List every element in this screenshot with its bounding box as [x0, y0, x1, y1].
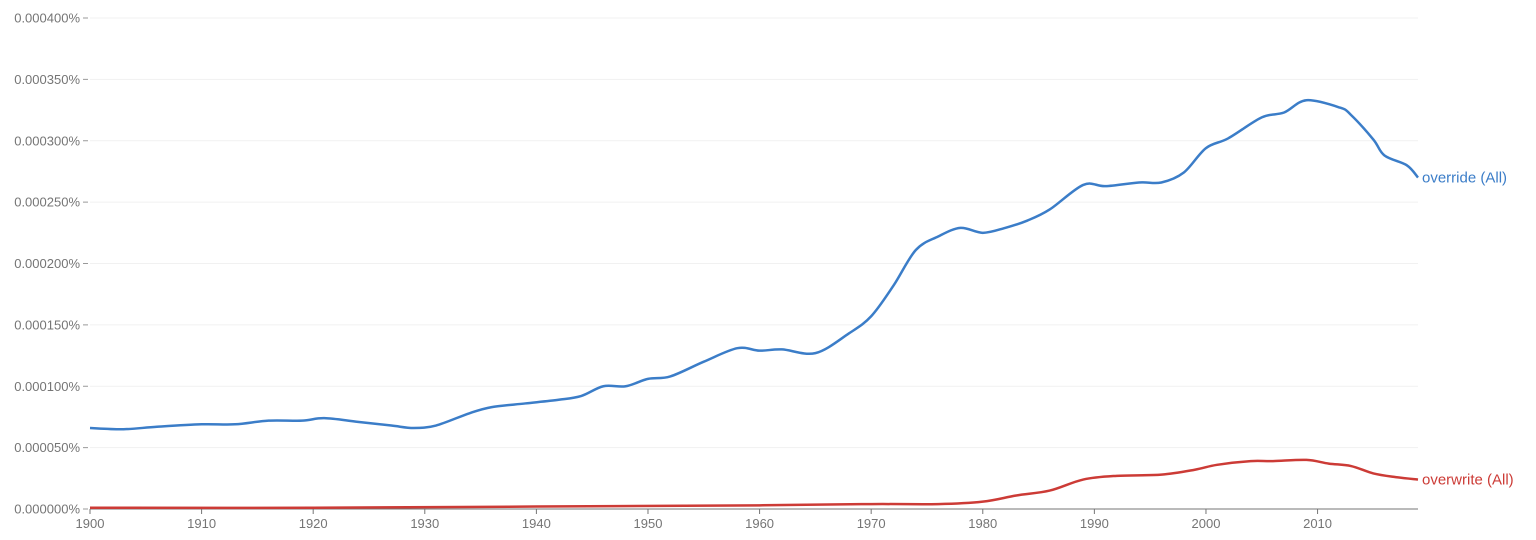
x-tick-label: 1980	[968, 516, 997, 531]
y-tick-label: 0.000000%	[14, 502, 80, 517]
x-tick-label: 1990	[1080, 516, 1109, 531]
series-label: overwrite (All)	[1422, 472, 1514, 489]
y-tick-label: 0.000100%	[14, 379, 80, 394]
series-label: override (All)	[1422, 170, 1507, 187]
y-tick-label: 0.000150%	[14, 317, 80, 332]
x-tick-label: 1910	[187, 516, 216, 531]
x-tick-label: 1940	[522, 516, 551, 531]
x-axis: 1900 1910 1920 1930 1940 1950 1960 1970 1980 1990…	[76, 508, 1418, 531]
x-tick-label: 1960	[745, 516, 774, 531]
x-tick-label: 2010	[1303, 516, 1332, 531]
x-tick-label: 1920	[299, 516, 328, 531]
y-tick-label: 0.000300%	[14, 133, 80, 148]
series-line-0	[89, 98, 1419, 431]
x-tick-label: 1950	[634, 516, 663, 531]
series-line-1	[89, 458, 1419, 510]
series-lines: override (All) overwrite (All)	[89, 98, 1514, 510]
x-tick-label: 1930	[410, 516, 439, 531]
x-tick-label: 1970	[857, 516, 886, 531]
y-tick-label: 0.000250%	[14, 195, 80, 210]
y-axis: 0.000000% 0.000050% 0.000100% 0.000150% 0.00…	[14, 11, 88, 517]
y-tick-label: 0.000350%	[14, 72, 80, 87]
y-tick-label: 0.000400%	[14, 11, 80, 26]
y-tick-label: 0.000200%	[14, 256, 80, 271]
x-tick-label: 2000	[1192, 516, 1221, 531]
x-tick-label: 1900	[76, 516, 105, 531]
y-tick-label: 0.000050%	[14, 440, 80, 455]
gridlines	[90, 17, 1418, 449]
